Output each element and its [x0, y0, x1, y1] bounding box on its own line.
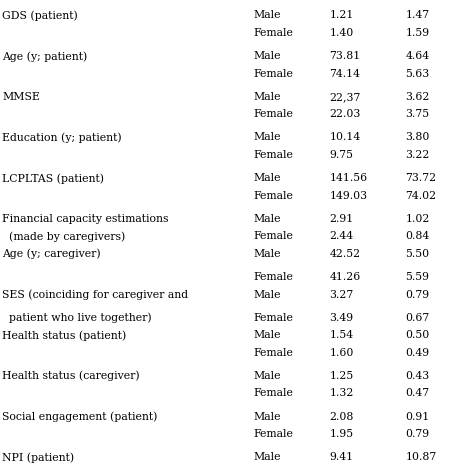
Text: 149.03: 149.03 — [329, 191, 367, 201]
Text: 3.49: 3.49 — [329, 313, 354, 323]
Text: 5.50: 5.50 — [405, 249, 429, 259]
Text: Male: Male — [254, 173, 281, 183]
Text: 141.56: 141.56 — [329, 173, 367, 183]
Text: 74.14: 74.14 — [329, 69, 360, 79]
Text: 1.54: 1.54 — [329, 330, 354, 340]
Text: SES (coinciding for caregiver and: SES (coinciding for caregiver and — [2, 290, 189, 300]
Text: Female: Female — [254, 348, 293, 358]
Text: 0.47: 0.47 — [405, 388, 429, 399]
Text: 0.91: 0.91 — [405, 411, 429, 421]
Text: 73.72: 73.72 — [405, 173, 437, 183]
Text: Age (y; patient): Age (y; patient) — [2, 51, 88, 62]
Text: 5.63: 5.63 — [405, 69, 429, 79]
Text: 0.79: 0.79 — [405, 429, 429, 439]
Text: 1.59: 1.59 — [405, 28, 429, 38]
Text: 42.52: 42.52 — [329, 249, 361, 259]
Text: Male: Male — [254, 290, 281, 300]
Text: 5.59: 5.59 — [405, 272, 429, 282]
Text: 3.75: 3.75 — [405, 109, 429, 119]
Text: 0.50: 0.50 — [405, 330, 429, 340]
Text: 74.02: 74.02 — [405, 191, 437, 201]
Text: LCPLTAS (patient): LCPLTAS (patient) — [2, 173, 104, 184]
Text: Health status (caregiver): Health status (caregiver) — [2, 371, 140, 382]
Text: 1.40: 1.40 — [329, 28, 354, 38]
Text: Female: Female — [254, 109, 293, 119]
Text: patient who live together): patient who live together) — [2, 313, 152, 323]
Text: 41.26: 41.26 — [329, 272, 361, 282]
Text: 10.87: 10.87 — [405, 452, 437, 462]
Text: MMSE: MMSE — [2, 92, 40, 102]
Text: 1.25: 1.25 — [329, 371, 354, 381]
Text: 3.27: 3.27 — [329, 290, 354, 300]
Text: 0.49: 0.49 — [405, 348, 429, 358]
Text: Female: Female — [254, 231, 293, 241]
Text: Male: Male — [254, 51, 281, 61]
Text: 0.43: 0.43 — [405, 371, 429, 381]
Text: 1.21: 1.21 — [329, 10, 354, 20]
Text: NPI (patient): NPI (patient) — [2, 452, 74, 463]
Text: Male: Male — [254, 371, 281, 381]
Text: Age (y; caregiver): Age (y; caregiver) — [2, 249, 101, 259]
Text: GDS (patient): GDS (patient) — [2, 10, 78, 21]
Text: Social engagement (patient): Social engagement (patient) — [2, 411, 158, 422]
Text: 2.44: 2.44 — [329, 231, 354, 241]
Text: 2.91: 2.91 — [329, 214, 354, 224]
Text: Female: Female — [254, 272, 293, 282]
Text: Education (y; patient): Education (y; patient) — [2, 133, 122, 143]
Text: Male: Male — [254, 92, 281, 102]
Text: Female: Female — [254, 388, 293, 399]
Text: Female: Female — [254, 313, 293, 323]
Text: 22,37: 22,37 — [329, 92, 361, 102]
Text: 1.47: 1.47 — [405, 10, 429, 20]
Text: 9.75: 9.75 — [329, 150, 354, 160]
Text: 3.22: 3.22 — [405, 150, 429, 160]
Text: 2.08: 2.08 — [329, 411, 354, 421]
Text: 1.32: 1.32 — [329, 388, 354, 399]
Text: Male: Male — [254, 133, 281, 143]
Text: Female: Female — [254, 28, 293, 38]
Text: Male: Male — [254, 10, 281, 20]
Text: (made by caregivers): (made by caregivers) — [2, 231, 126, 242]
Text: Female: Female — [254, 191, 293, 201]
Text: Male: Male — [254, 249, 281, 259]
Text: Male: Male — [254, 214, 281, 224]
Text: Female: Female — [254, 429, 293, 439]
Text: Female: Female — [254, 69, 293, 79]
Text: Health status (patient): Health status (patient) — [2, 330, 127, 341]
Text: Male: Male — [254, 411, 281, 421]
Text: 3.62: 3.62 — [405, 92, 429, 102]
Text: 73.81: 73.81 — [329, 51, 361, 61]
Text: Female: Female — [254, 150, 293, 160]
Text: 22.03: 22.03 — [329, 109, 361, 119]
Text: 1.60: 1.60 — [329, 348, 354, 358]
Text: 9.41: 9.41 — [329, 452, 354, 462]
Text: 0.79: 0.79 — [405, 290, 429, 300]
Text: 0.84: 0.84 — [405, 231, 429, 241]
Text: Male: Male — [254, 330, 281, 340]
Text: Male: Male — [254, 452, 281, 462]
Text: 3.80: 3.80 — [405, 133, 429, 143]
Text: 4.64: 4.64 — [405, 51, 429, 61]
Text: Financial capacity estimations: Financial capacity estimations — [2, 214, 169, 224]
Text: 1.02: 1.02 — [405, 214, 429, 224]
Text: 1.95: 1.95 — [329, 429, 354, 439]
Text: 0.67: 0.67 — [405, 313, 429, 323]
Text: 10.14: 10.14 — [329, 133, 361, 143]
